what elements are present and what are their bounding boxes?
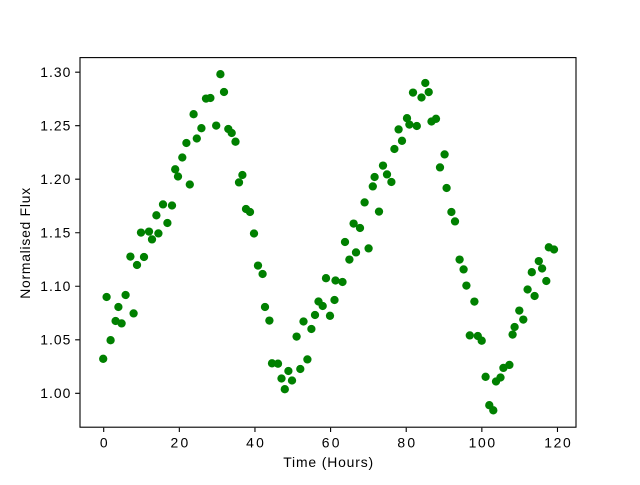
- svg-text:60: 60: [322, 434, 340, 450]
- svg-text:100: 100: [469, 434, 496, 450]
- svg-text:1.30: 1.30: [40, 64, 70, 80]
- svg-text:Normalised Flux: Normalised Flux: [17, 188, 33, 299]
- svg-text:20: 20: [170, 434, 188, 450]
- svg-text:1.10: 1.10: [40, 278, 70, 294]
- svg-text:1.15: 1.15: [40, 225, 70, 241]
- svg-text:1.25: 1.25: [40, 118, 70, 134]
- svg-text:1.00: 1.00: [40, 385, 70, 401]
- svg-text:80: 80: [397, 434, 415, 450]
- svg-text:0: 0: [100, 434, 108, 450]
- svg-text:1.05: 1.05: [40, 332, 70, 348]
- svg-text:40: 40: [246, 434, 264, 450]
- svg-text:1.20: 1.20: [40, 171, 70, 187]
- svg-text:120: 120: [544, 434, 571, 450]
- svg-text:Time (Hours): Time (Hours): [283, 454, 373, 470]
